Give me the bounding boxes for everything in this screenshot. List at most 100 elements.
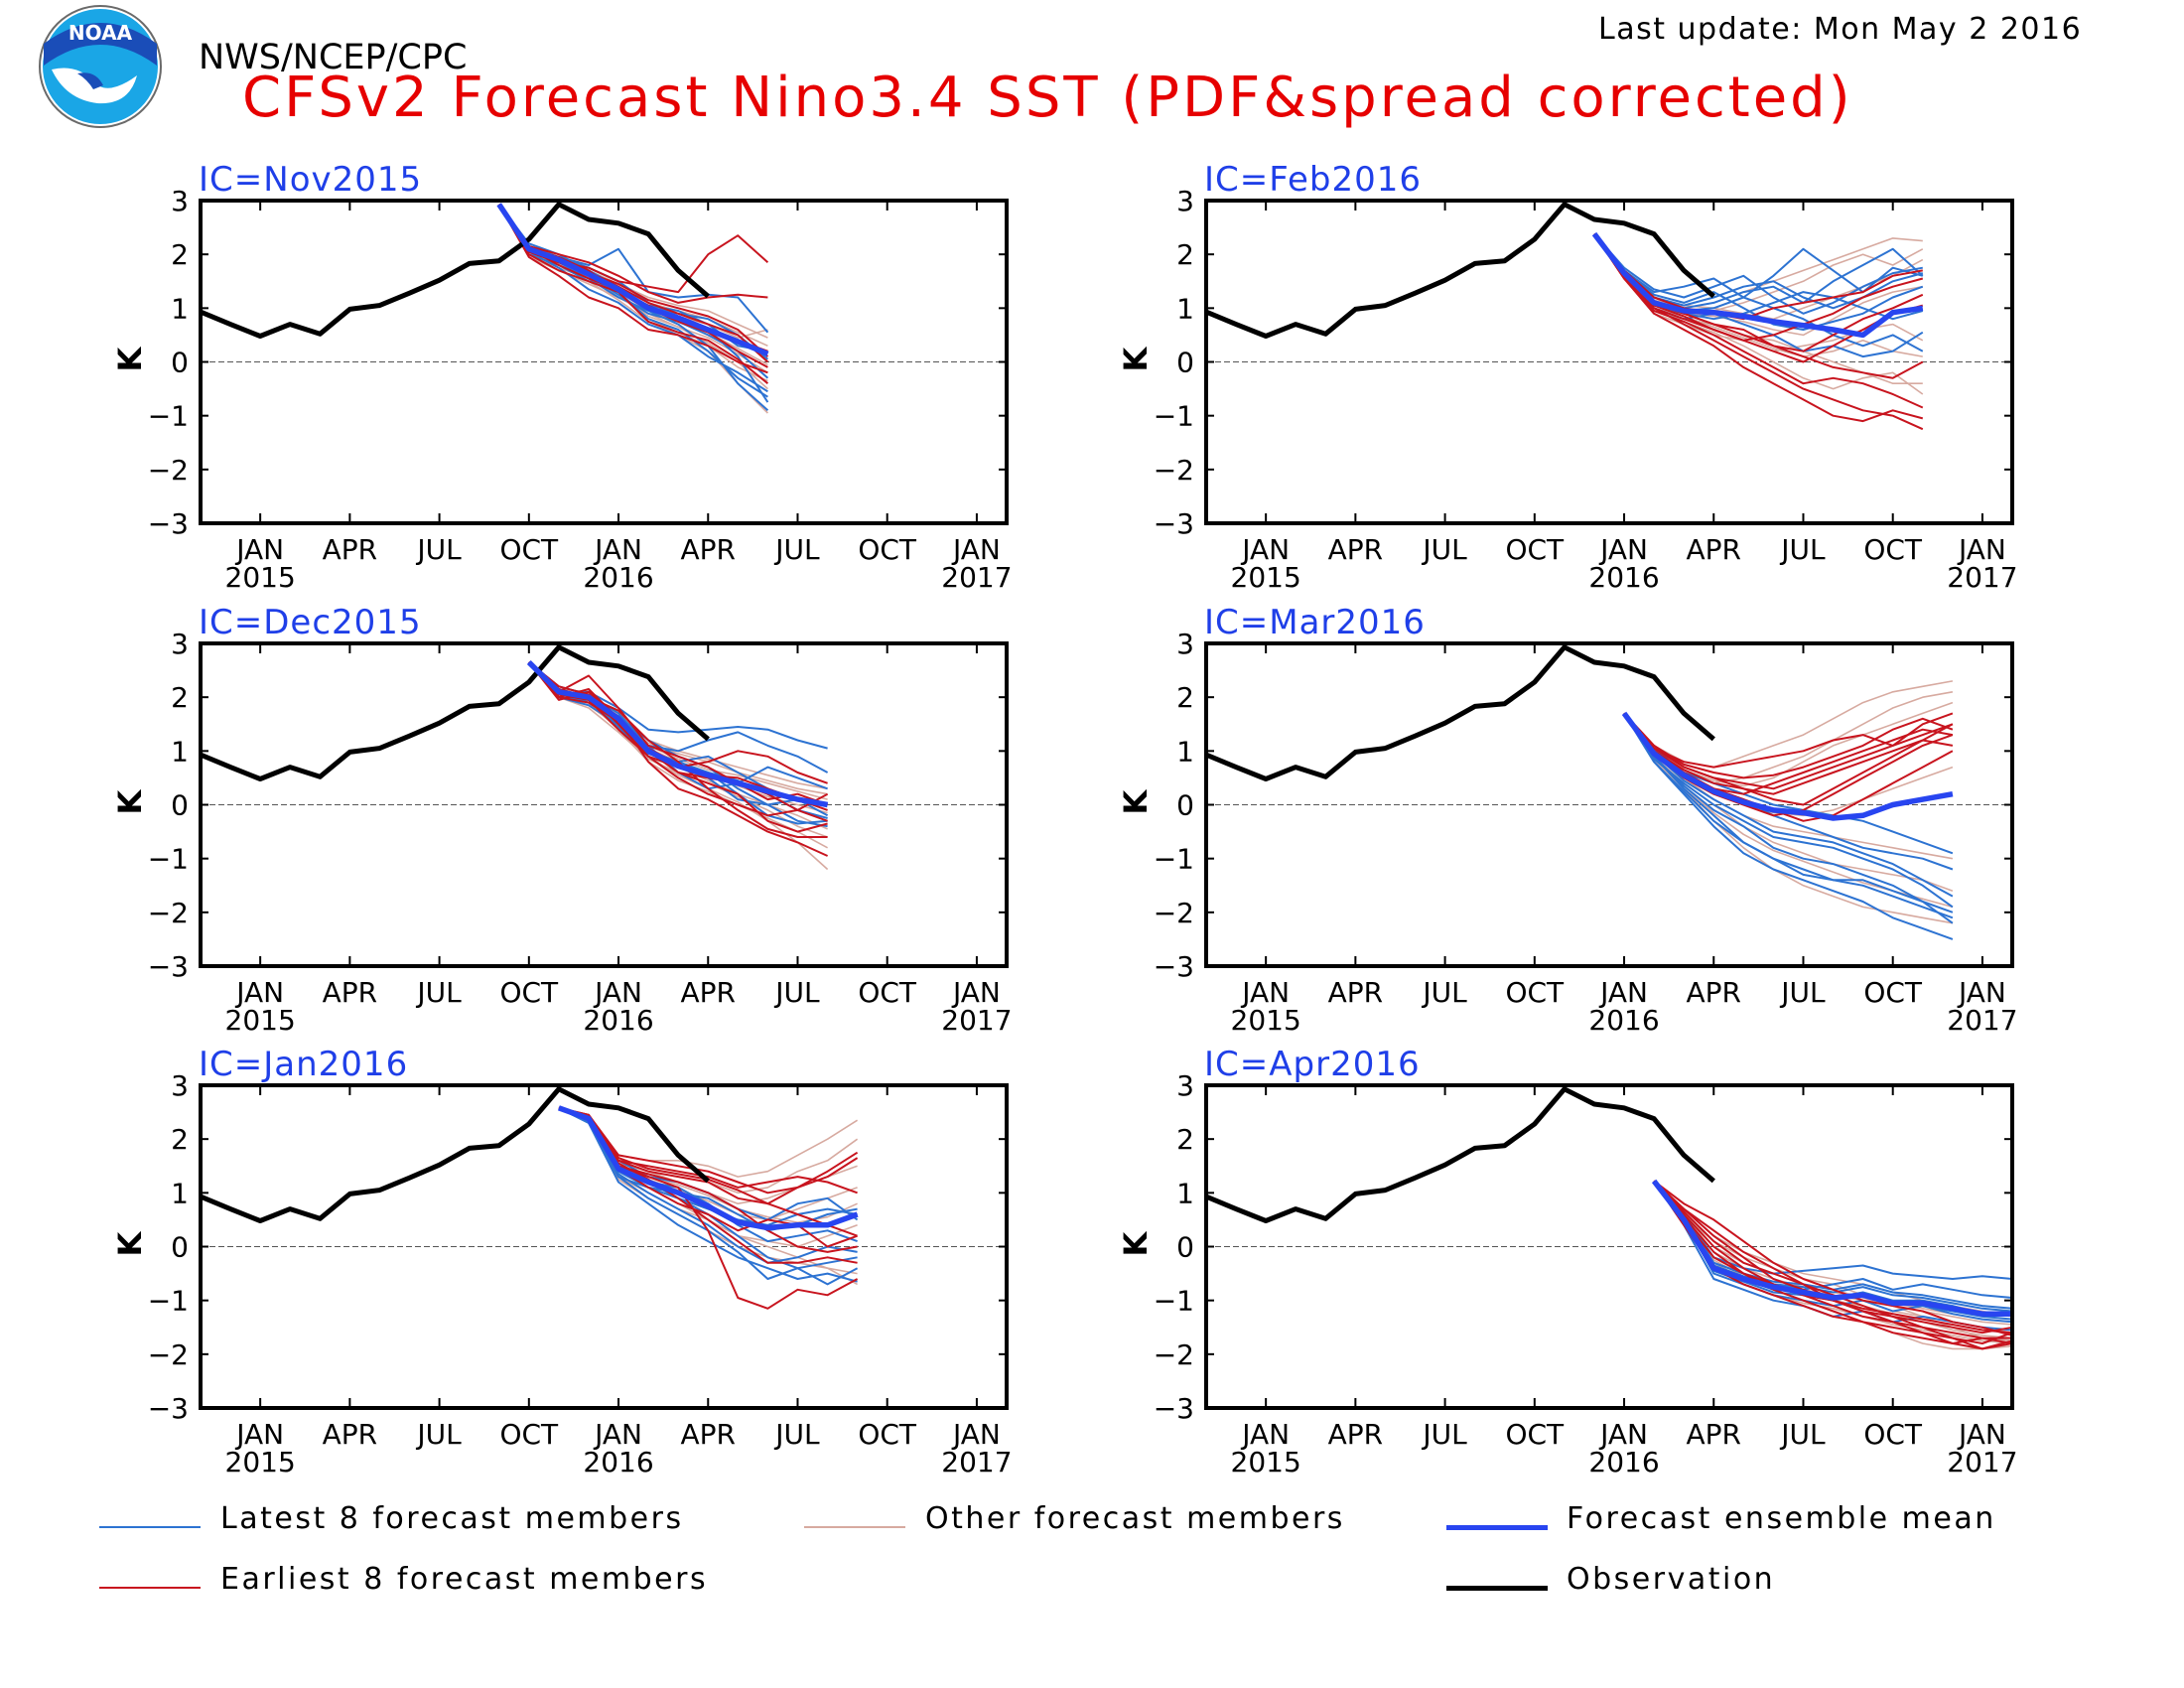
ensemble-mean-line <box>1621 711 1954 821</box>
earliest-member-line <box>497 204 768 304</box>
x-tick-label: JUL <box>415 976 462 1009</box>
ensemble-mean-line <box>526 660 829 808</box>
ensemble-mean-line <box>1651 1179 2012 1317</box>
y-tick-label: −1 <box>1154 1285 1194 1318</box>
other-member-line <box>528 661 828 830</box>
observation-line <box>1205 644 1715 781</box>
x-tick-label: JUL <box>415 1418 462 1451</box>
earliest-member-line <box>528 661 828 833</box>
y-tick-label: 0 <box>1176 347 1194 379</box>
x-tick-year-label: 2017 <box>1947 1004 2017 1037</box>
latest-member-line <box>528 661 828 750</box>
y-tick-label: −2 <box>148 454 189 487</box>
earliest-member-line <box>1623 712 1954 806</box>
x-tick-label: APR <box>1328 533 1384 566</box>
legend-label-ensemble-mean: Forecast ensemble mean <box>1567 1501 1996 1536</box>
latest-member-line <box>528 661 828 825</box>
y-tick-label: −1 <box>1154 843 1194 876</box>
earliest-member-line <box>558 1106 858 1264</box>
y-tick-label: 2 <box>171 681 189 714</box>
y-tick-label: −3 <box>148 950 189 983</box>
panel-title: IC=Nov2015 <box>199 160 422 200</box>
earliest-member-line <box>558 1106 859 1205</box>
legend-line-earliest <box>99 1587 201 1589</box>
x-tick-year-label: 2017 <box>941 1004 1012 1037</box>
other-member-line <box>558 1107 858 1204</box>
earliest-member-line <box>497 204 768 374</box>
y-tick-label: −3 <box>148 507 189 540</box>
x-tick-label: JAN <box>1957 976 2006 1009</box>
x-tick-year-label: 2015 <box>1231 1004 1301 1037</box>
other-member-line <box>1623 712 1954 860</box>
x-tick-label: JAN <box>1598 533 1648 566</box>
y-tick-label: 0 <box>171 789 189 822</box>
x-tick-label: APR <box>1687 976 1742 1009</box>
latest-member-line <box>1623 712 1954 919</box>
y-tick-label: 1 <box>1176 735 1194 768</box>
panel-title: IC=Dec2015 <box>199 603 422 642</box>
panel-title: IC=Apr2016 <box>1204 1045 1421 1084</box>
x-tick-year-label: 2015 <box>1231 1446 1301 1478</box>
y-tick-label: 1 <box>171 1177 189 1209</box>
x-tick-label: JAN <box>1598 1418 1648 1451</box>
y-tick-label: −1 <box>148 843 189 876</box>
x-tick-label: JAN <box>1240 1418 1290 1451</box>
ensemble-mean-line <box>496 203 769 356</box>
x-tick-label: JAN <box>951 1418 1001 1451</box>
plot-frame <box>199 199 1009 525</box>
y-tick-label: −1 <box>1154 400 1194 433</box>
y-tick-label: 3 <box>1176 185 1194 217</box>
latest-member-line <box>1623 712 1954 914</box>
legend-line-observation <box>1446 1586 1548 1591</box>
y-tick-label: 0 <box>171 1231 189 1264</box>
y-tick-label: −2 <box>1154 1338 1194 1371</box>
other-member-line <box>1593 233 1924 320</box>
latest-member-line <box>497 204 768 393</box>
noaa-logo: NOAA <box>39 5 162 128</box>
y-tick-label: −1 <box>148 400 189 433</box>
y-tick-label: 0 <box>1176 789 1194 822</box>
legend-line-latest <box>99 1526 201 1528</box>
y-axis-label: K <box>1117 347 1155 372</box>
x-tick-label: OCT <box>1863 1418 1923 1451</box>
x-tick-label: JAN <box>951 976 1001 1009</box>
y-tick-label: 3 <box>171 185 189 217</box>
latest-member-line <box>1623 712 1954 924</box>
x-tick-label: APR <box>1328 976 1384 1009</box>
x-tick-label: APR <box>323 1418 378 1451</box>
observation-line <box>200 644 710 781</box>
y-tick-label: −2 <box>148 897 189 929</box>
x-tick-label: JUL <box>1779 1418 1826 1451</box>
panel-title: IC=Mar2016 <box>1204 603 1426 642</box>
latest-member-line <box>1623 712 1954 940</box>
earliest-member-line <box>1593 232 1924 379</box>
y-axis-label: K <box>111 789 149 815</box>
x-tick-year-label: 2015 <box>225 1446 296 1478</box>
y-tick-label: −3 <box>1154 950 1194 983</box>
y-tick-label: −2 <box>1154 897 1194 929</box>
y-tick-label: 2 <box>1176 238 1194 271</box>
y-tick-label: 3 <box>171 1069 189 1102</box>
x-tick-label: APR <box>681 1418 737 1451</box>
y-axis-label: K <box>1117 789 1155 815</box>
x-tick-label: JAN <box>1957 533 2006 566</box>
plot-frame <box>199 641 1009 968</box>
plot-frame <box>199 1083 1009 1410</box>
x-tick-label: JAN <box>1957 1418 2006 1451</box>
x-tick-label: JAN <box>593 1418 642 1451</box>
legend-line-ensemble-mean <box>1446 1525 1548 1530</box>
earliest-member-line <box>1593 233 1924 431</box>
latest-member-line <box>528 661 829 817</box>
earliest-member-line <box>558 1106 859 1195</box>
y-tick-label: 0 <box>1176 1231 1194 1264</box>
x-tick-year-label: 2015 <box>225 1004 296 1037</box>
legend-line-other <box>804 1526 905 1528</box>
x-tick-label: JUL <box>1779 533 1826 566</box>
y-tick-label: 2 <box>1176 1123 1194 1156</box>
x-tick-label: OCT <box>499 533 559 566</box>
x-tick-year-label: 2015 <box>1231 561 1301 594</box>
